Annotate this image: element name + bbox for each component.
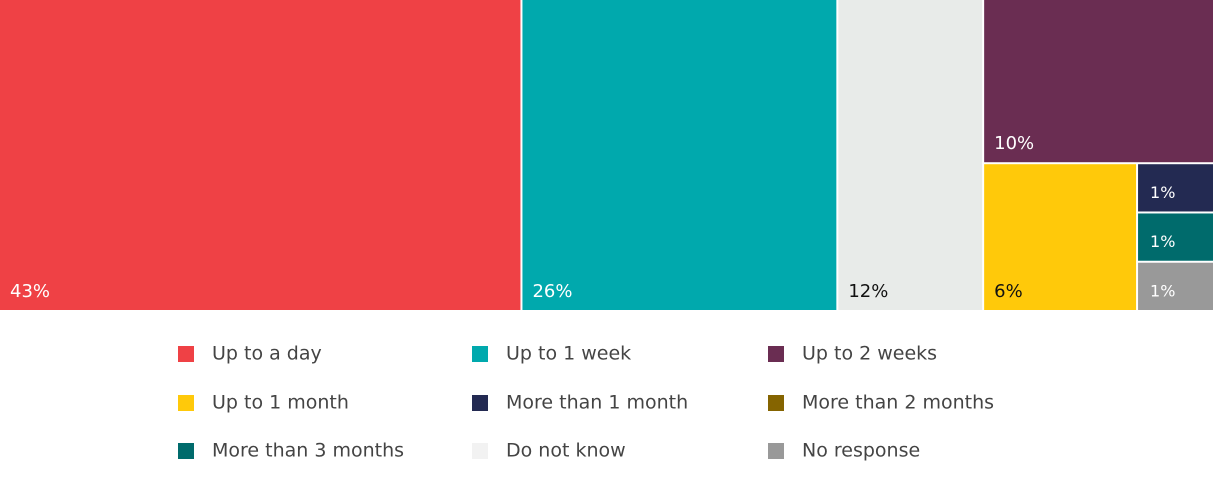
tile-label: 1% xyxy=(1150,183,1175,202)
legend-label: More than 3 months xyxy=(212,440,404,462)
tile xyxy=(1138,213,1213,261)
legend-swatch xyxy=(472,346,488,362)
legend-label: Up to 2 weeks xyxy=(802,343,937,365)
tile-label: 43% xyxy=(10,281,50,302)
tile xyxy=(984,164,1137,310)
legend-swatch xyxy=(472,443,488,459)
legend-label: More than 2 months xyxy=(802,392,994,414)
legend-label: Do not know xyxy=(506,440,626,462)
tile xyxy=(984,0,1213,163)
legend-swatch xyxy=(768,395,784,411)
legend-label: More than 1 month xyxy=(506,392,688,414)
tile xyxy=(838,0,983,310)
tile-label: 26% xyxy=(532,281,572,302)
tile xyxy=(522,0,837,310)
tile-label: 1% xyxy=(1150,232,1175,251)
tile-label: 10% xyxy=(994,133,1034,154)
legend-label: No response xyxy=(802,440,920,462)
tile-label: 1% xyxy=(1150,282,1175,301)
legend-swatch xyxy=(178,346,194,362)
tile-label: 12% xyxy=(848,281,888,302)
legend-swatch xyxy=(472,395,488,411)
tile xyxy=(1138,262,1213,310)
legend-swatch xyxy=(768,346,784,362)
legend-label: Up to 1 week xyxy=(506,343,631,365)
legend-swatch xyxy=(178,443,194,459)
tile xyxy=(0,0,521,310)
legend-label: Up to 1 month xyxy=(212,392,349,414)
tile-label: 6% xyxy=(994,281,1023,302)
legend-label: Up to a day xyxy=(212,343,322,365)
tile xyxy=(1138,164,1213,212)
legend-swatch xyxy=(768,443,784,459)
legend-swatch xyxy=(178,395,194,411)
